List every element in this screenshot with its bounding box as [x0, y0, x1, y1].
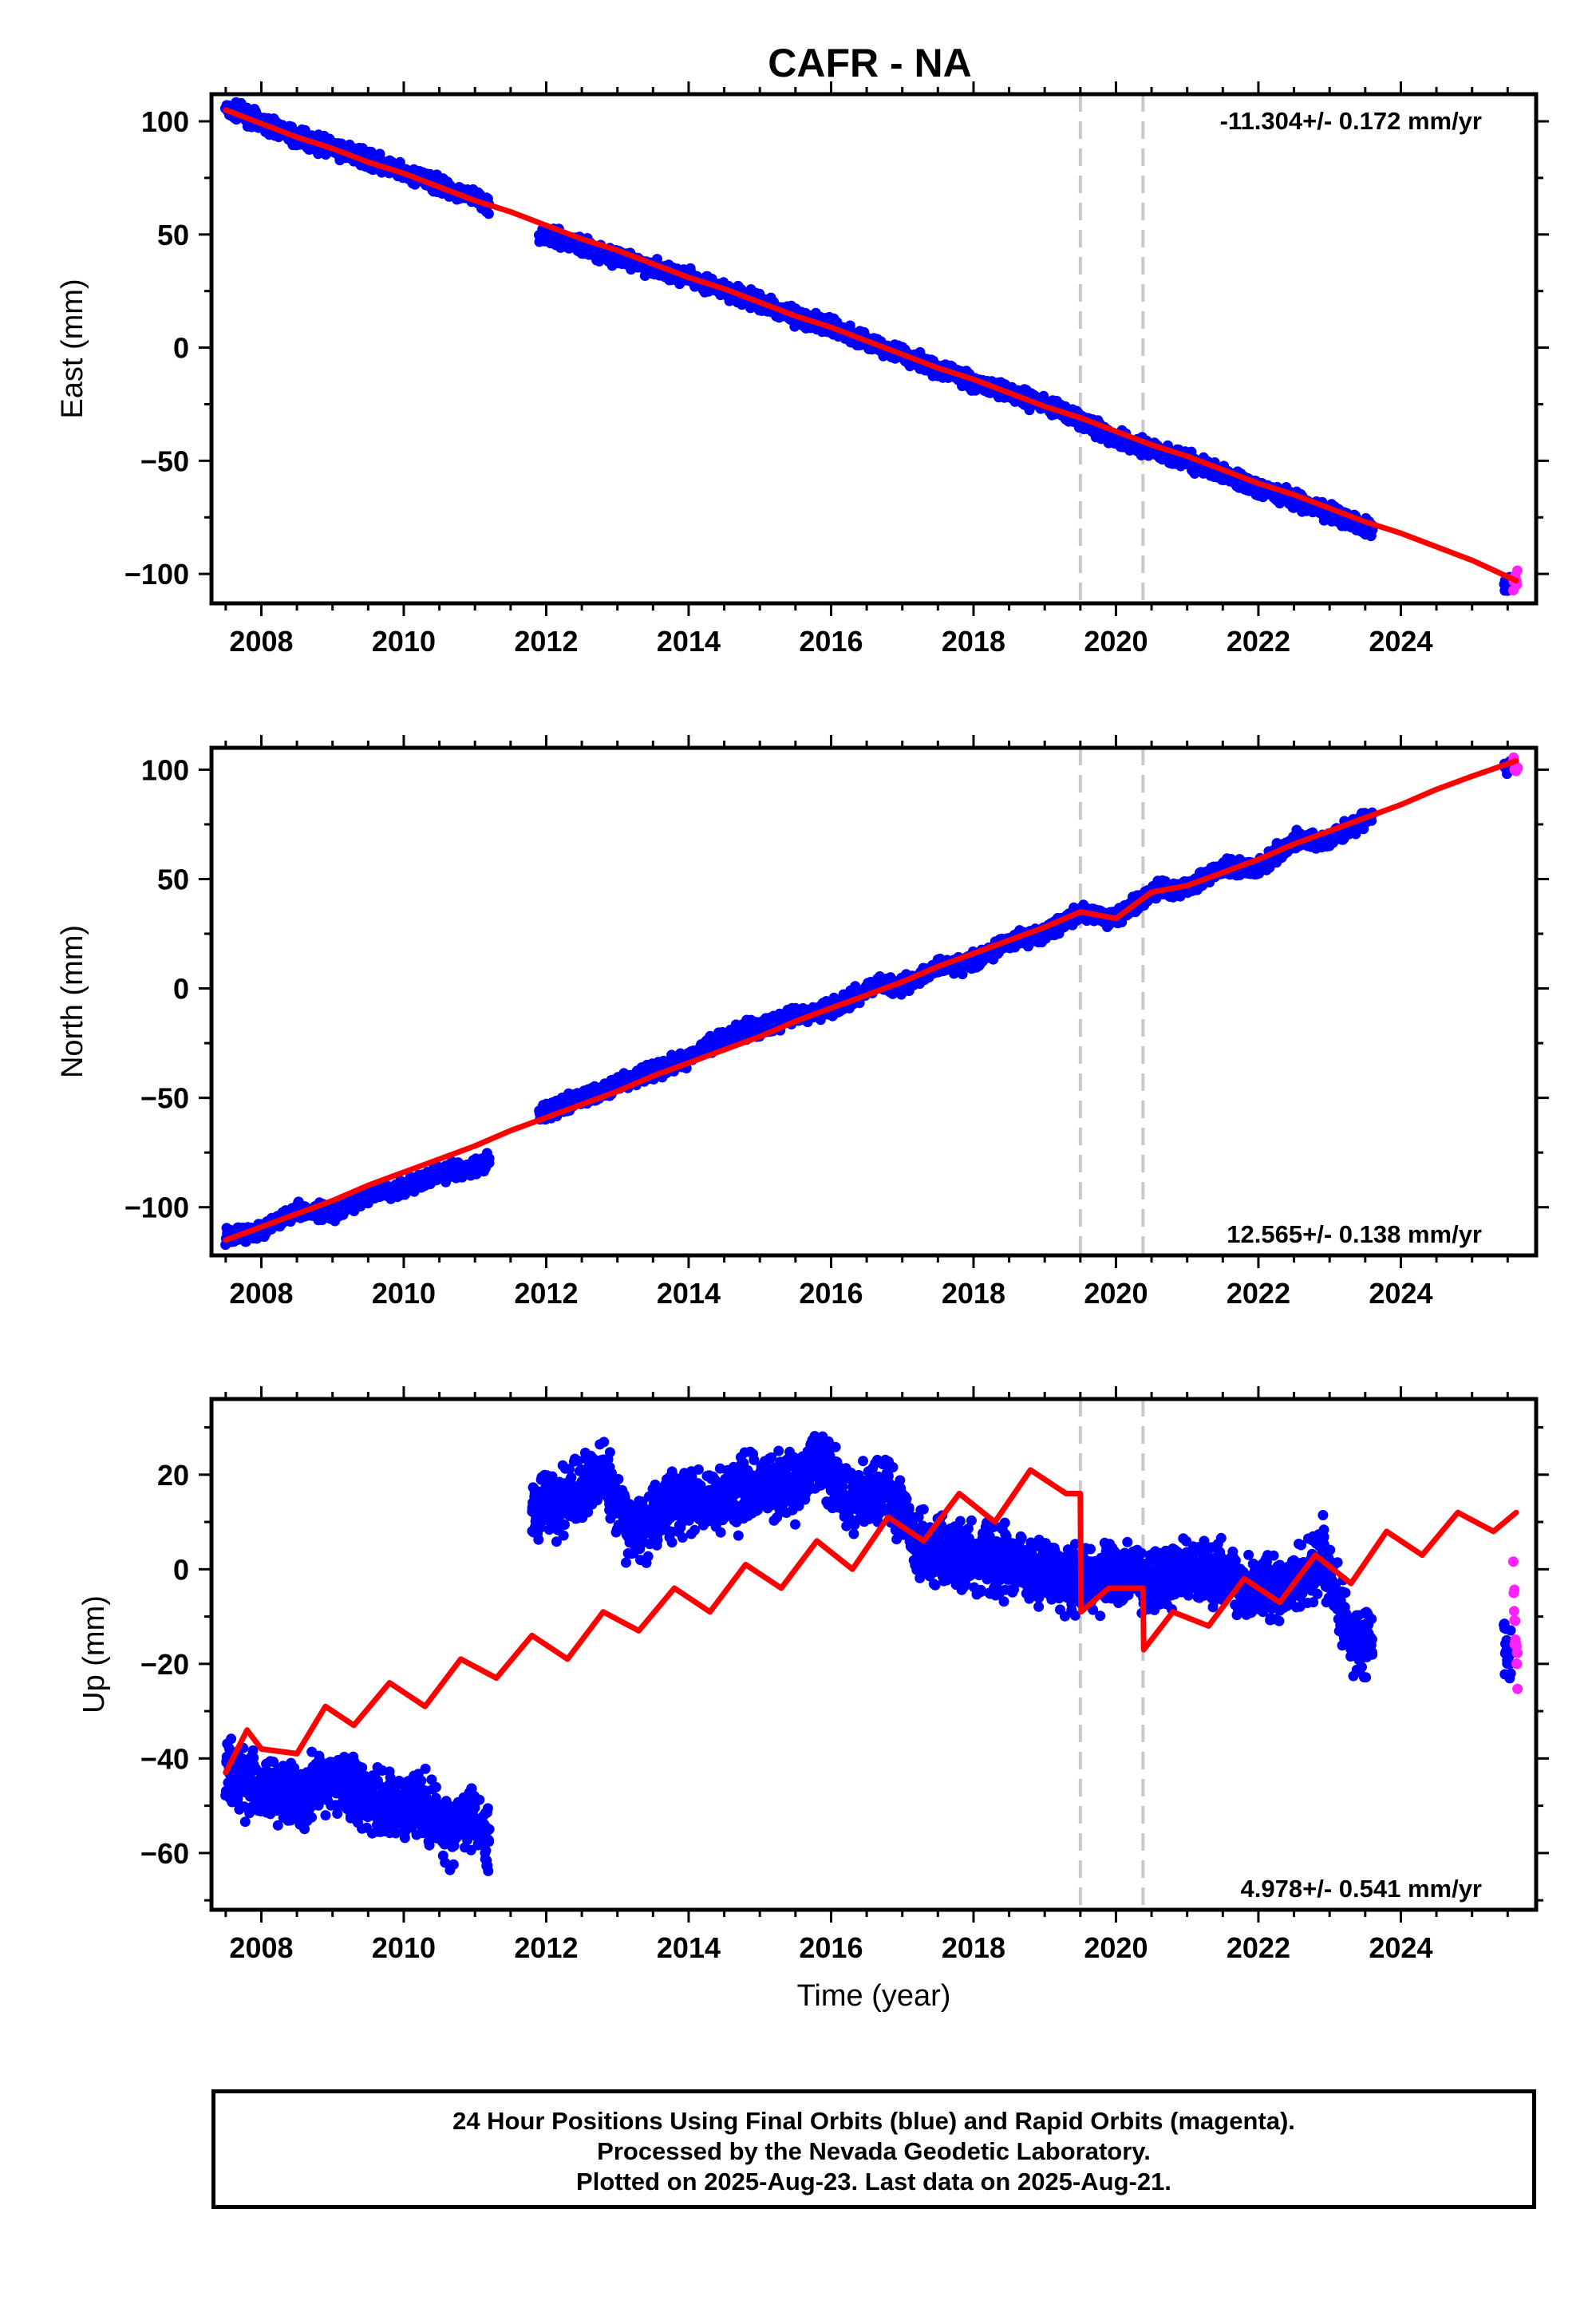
- east-rate-label: -11.304+/- 0.172 mm/yr: [1220, 107, 1482, 135]
- north-point: [484, 1153, 495, 1164]
- east-model-line: [223, 107, 1519, 584]
- east-x-tick-label: 2024: [1369, 625, 1432, 658]
- east-x-tick-label: 2008: [229, 625, 293, 658]
- east-plot-area: [219, 94, 1523, 603]
- north-panel: 2008 2010 2012 2014 2016 2018 2020 2022 2024−100…: [56, 735, 1549, 1310]
- east-y-tick-label: −100: [124, 558, 189, 591]
- east-x-tick-label: 2016: [799, 625, 863, 658]
- east-panel: 2008 2010 2012 2014 2016 2018 2020 2022 2024 −100…: [56, 81, 1549, 658]
- east-final-points: [219, 97, 1516, 596]
- east-x-tick-label: 2018: [942, 625, 1005, 658]
- east-x-tick-label: 2020: [1084, 625, 1148, 658]
- panels: 2008 2010 2012 2014 2016 2018 2020 2022 2024 −100…: [56, 81, 1549, 2013]
- east-y-tick-label: −50: [140, 445, 189, 477]
- east-x-tick-label: 2010: [372, 625, 436, 658]
- chart-title: CAFR - NA: [768, 41, 972, 85]
- east-y-tick-label: 0: [173, 332, 189, 365]
- east-y-tick-label: 100: [141, 105, 189, 138]
- east-point: [1511, 565, 1523, 576]
- north-plot-area: [220, 748, 1523, 1255]
- east-y-tick-label: 50: [157, 219, 189, 251]
- east-x-tick-label: 2014: [657, 625, 721, 658]
- east-x-tick-label: 2012: [514, 625, 578, 658]
- east-x-tick-label: 2022: [1227, 625, 1290, 658]
- north-final-points: [220, 756, 1517, 1251]
- east-point: [483, 208, 494, 219]
- east-y-axis-label: East (mm): [56, 279, 89, 418]
